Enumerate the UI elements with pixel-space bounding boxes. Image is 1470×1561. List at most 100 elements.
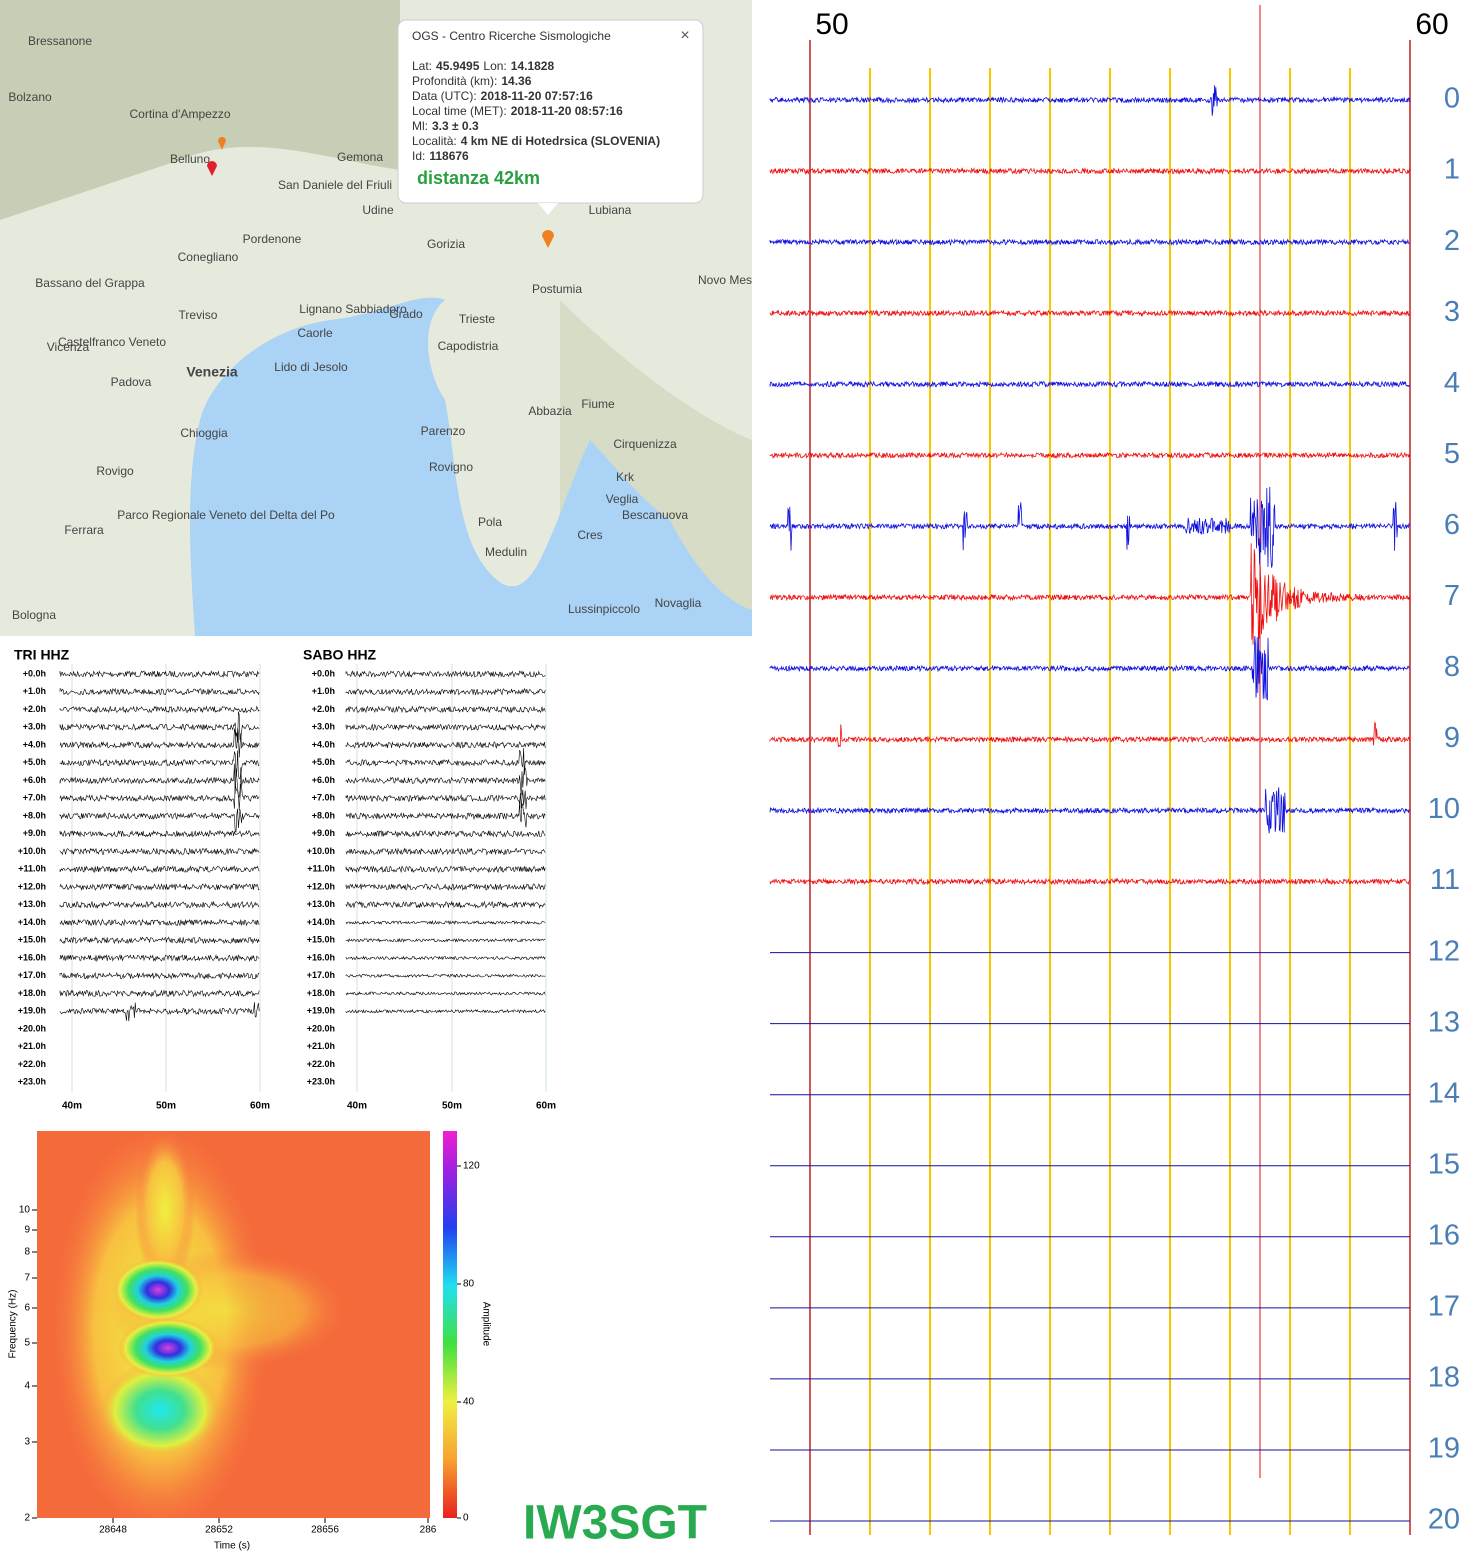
trace [59, 1002, 260, 1022]
hour-label: +10.0h [307, 846, 335, 856]
hour-label: +10.0h [18, 846, 46, 856]
trace [59, 883, 260, 891]
epicenter-marker [542, 230, 554, 248]
place-label: Grado [389, 307, 423, 321]
place-label: Vicenza [47, 340, 90, 354]
place-label: Cres [577, 528, 602, 542]
row-label: 2 [1444, 225, 1460, 257]
minute-label: 60m [536, 1101, 556, 1112]
field-value: 118676 [429, 149, 469, 163]
y-tick-label: 4 [24, 1381, 30, 1392]
hour-label: +20.0h [18, 1023, 46, 1033]
trace [345, 740, 546, 749]
hour-label: +13.0h [307, 899, 335, 909]
trace [59, 728, 260, 758]
row-label: 6 [1444, 509, 1460, 541]
trace [345, 973, 546, 979]
row-label: 20 [1428, 1504, 1460, 1536]
place-label: Treviso [179, 308, 218, 322]
place-label: Lignano Sabbiadoro [299, 302, 407, 316]
field-value: 3.3 ± 0.3 [432, 119, 479, 133]
trace [769, 167, 1410, 176]
trace [59, 687, 260, 696]
hour-label: +11.0h [307, 864, 335, 874]
field-value: 2018-11-20 08:57:16 [511, 104, 623, 118]
hour-label: +18.0h [307, 988, 335, 998]
trace [345, 1008, 546, 1014]
hour-label: +22.0h [307, 1059, 335, 1069]
row-label: 14 [1428, 1077, 1460, 1109]
trace [345, 789, 546, 810]
trace [345, 900, 546, 909]
field-label: Lon: [483, 59, 506, 73]
field-label: Località: [412, 134, 457, 148]
hour-label: +6.0h [312, 775, 335, 785]
popup-line: Ml: 3.3 ± 0.3 [412, 119, 479, 133]
hour-label: +12.0h [18, 881, 46, 891]
trace [59, 750, 260, 779]
y-axis-label: Frequency (Hz) [8, 1290, 19, 1359]
trace [345, 883, 546, 891]
place-label: Venezia [186, 364, 238, 380]
place-label: Caorle [297, 326, 333, 340]
place-label: Rovigo [96, 464, 134, 478]
hour-label: +4.0h [23, 739, 46, 749]
row-label: 18 [1428, 1362, 1460, 1394]
hour-label: +3.0h [312, 722, 335, 732]
place-label: Bologna [12, 608, 56, 622]
hour-label: +16.0h [18, 952, 46, 962]
place-label: Cortina d'Ampezzo [129, 107, 230, 121]
place-label: Chioggia [180, 426, 228, 440]
trace [345, 847, 546, 856]
place-label: Pordenone [243, 232, 302, 246]
hour-label: +21.0h [18, 1041, 46, 1051]
hour-label: +12.0h [307, 881, 335, 891]
field-value: 14.1828 [511, 59, 555, 73]
row-label: 15 [1428, 1148, 1460, 1180]
trace [59, 705, 260, 714]
trace [59, 865, 260, 874]
hour-label: +15.0h [307, 935, 335, 945]
row-label: 12 [1428, 935, 1460, 967]
distance: distanza 42km [417, 168, 540, 188]
trace [345, 670, 546, 678]
x-tick-label: 28648 [99, 1525, 127, 1536]
trace [769, 787, 1410, 834]
row-label: 19 [1428, 1433, 1460, 1465]
trace [769, 635, 1410, 701]
field-value: 14.36 [501, 74, 531, 88]
place-label: Pola [478, 515, 502, 529]
place-label: Conegliano [178, 250, 239, 264]
x-tick-label: 286 [420, 1525, 437, 1536]
hour-label: +22.0h [18, 1059, 46, 1069]
place-label: Novaglia [655, 596, 702, 610]
helicorder-title: TRI HHZ [14, 647, 70, 663]
trace [59, 711, 260, 743]
y-tick-label: 8 [24, 1247, 30, 1258]
trace [769, 486, 1410, 568]
place-label: Lido di Jesolo [274, 360, 348, 374]
place-label: Novo Mes [698, 273, 752, 287]
popup-line: Local time (MET): 2018-11-20 08:57:16 [412, 104, 623, 118]
trace [769, 85, 1410, 116]
hour-label: +19.0h [307, 1006, 335, 1016]
popup-line: Lat: 45.9495 Lon: 14.1828 [412, 59, 554, 73]
popup-close[interactable]: × [680, 27, 689, 44]
hour-label: +8.0h [23, 810, 46, 820]
callsign: IW3SGT [523, 1497, 707, 1550]
trace [345, 955, 546, 961]
row-label: 0 [1444, 83, 1460, 115]
energy [113, 1258, 203, 1322]
place-label: Postumia [532, 282, 582, 296]
hour-label: +17.0h [307, 970, 335, 980]
popup-tip [538, 203, 558, 215]
hour-label: +23.0h [307, 1077, 335, 1087]
trace [769, 309, 1410, 318]
place-label: Ferrara [64, 523, 104, 537]
row-label: 3 [1444, 296, 1460, 328]
trace [769, 380, 1410, 389]
colorbar-tick-label: 120 [463, 1161, 480, 1172]
place-label: Krk [616, 470, 635, 484]
place-label: Capodistria [438, 339, 499, 353]
